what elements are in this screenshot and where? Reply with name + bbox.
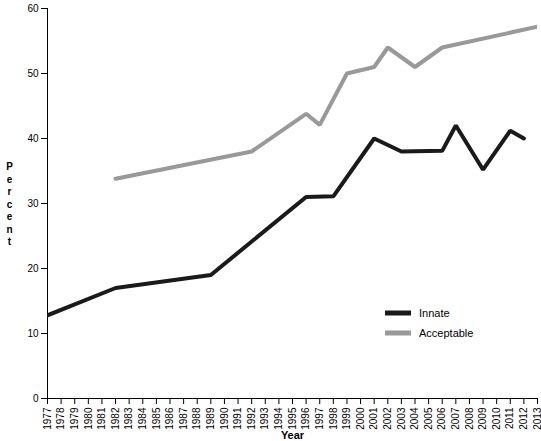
svg-text:40: 40 bbox=[27, 133, 39, 144]
svg-text:2011: 2011 bbox=[504, 407, 515, 429]
svg-text:10: 10 bbox=[27, 328, 39, 339]
svg-text:1999: 1999 bbox=[341, 407, 352, 430]
svg-text:1987: 1987 bbox=[178, 407, 189, 430]
svg-text:0: 0 bbox=[33, 393, 39, 404]
svg-text:1983: 1983 bbox=[123, 407, 134, 430]
svg-text:1992: 1992 bbox=[246, 407, 257, 430]
svg-text:1979: 1979 bbox=[69, 407, 80, 430]
svg-text:1978: 1978 bbox=[55, 407, 66, 430]
html-text:Innate: Innate bbox=[419, 307, 450, 319]
svg-text:20: 20 bbox=[27, 263, 39, 274]
svg-text:Percent: Percent bbox=[6, 161, 13, 247]
svg-text:1995: 1995 bbox=[287, 407, 298, 430]
svg-text:30: 30 bbox=[27, 198, 39, 209]
svg-text:2009: 2009 bbox=[477, 407, 488, 430]
html-text:Acceptable: Acceptable bbox=[419, 327, 474, 339]
svg-text:1981: 1981 bbox=[96, 407, 107, 430]
svg-text:50: 50 bbox=[27, 68, 39, 79]
svg-text:2002: 2002 bbox=[382, 407, 393, 430]
svg-text:1998: 1998 bbox=[328, 407, 339, 430]
svg-text:60: 60 bbox=[27, 3, 39, 14]
svg-text:2005: 2005 bbox=[423, 407, 434, 430]
svg-text:1988: 1988 bbox=[191, 407, 202, 430]
svg-text:2004: 2004 bbox=[409, 407, 420, 430]
svg-text:1994: 1994 bbox=[273, 407, 284, 430]
svg-text:1982: 1982 bbox=[110, 407, 121, 430]
svg-text:2010: 2010 bbox=[491, 407, 502, 430]
svg-text:2008: 2008 bbox=[464, 407, 475, 430]
svg-text:2012: 2012 bbox=[518, 407, 529, 430]
svg-text:2007: 2007 bbox=[450, 407, 461, 430]
svg-text:1986: 1986 bbox=[164, 407, 175, 430]
svg-text:1977: 1977 bbox=[42, 407, 53, 430]
svg-text:2000: 2000 bbox=[355, 407, 366, 430]
svg-text:2013: 2013 bbox=[532, 407, 541, 430]
svg-text:1993: 1993 bbox=[259, 407, 270, 430]
svg-text:1985: 1985 bbox=[151, 407, 162, 430]
svg-text:1990: 1990 bbox=[219, 407, 230, 430]
svg-text:1991: 1991 bbox=[232, 407, 243, 430]
svg-text:1997: 1997 bbox=[314, 407, 325, 430]
svg-text:1989: 1989 bbox=[205, 407, 216, 430]
svg-text:1984: 1984 bbox=[137, 407, 148, 430]
svg-text:2001: 2001 bbox=[368, 407, 379, 430]
svg-text:2003: 2003 bbox=[396, 407, 407, 430]
svg-text:1996: 1996 bbox=[300, 407, 311, 430]
svg-text:2006: 2006 bbox=[436, 407, 447, 430]
svg-text:1980: 1980 bbox=[83, 407, 94, 430]
svg-text:Year: Year bbox=[281, 429, 305, 441]
